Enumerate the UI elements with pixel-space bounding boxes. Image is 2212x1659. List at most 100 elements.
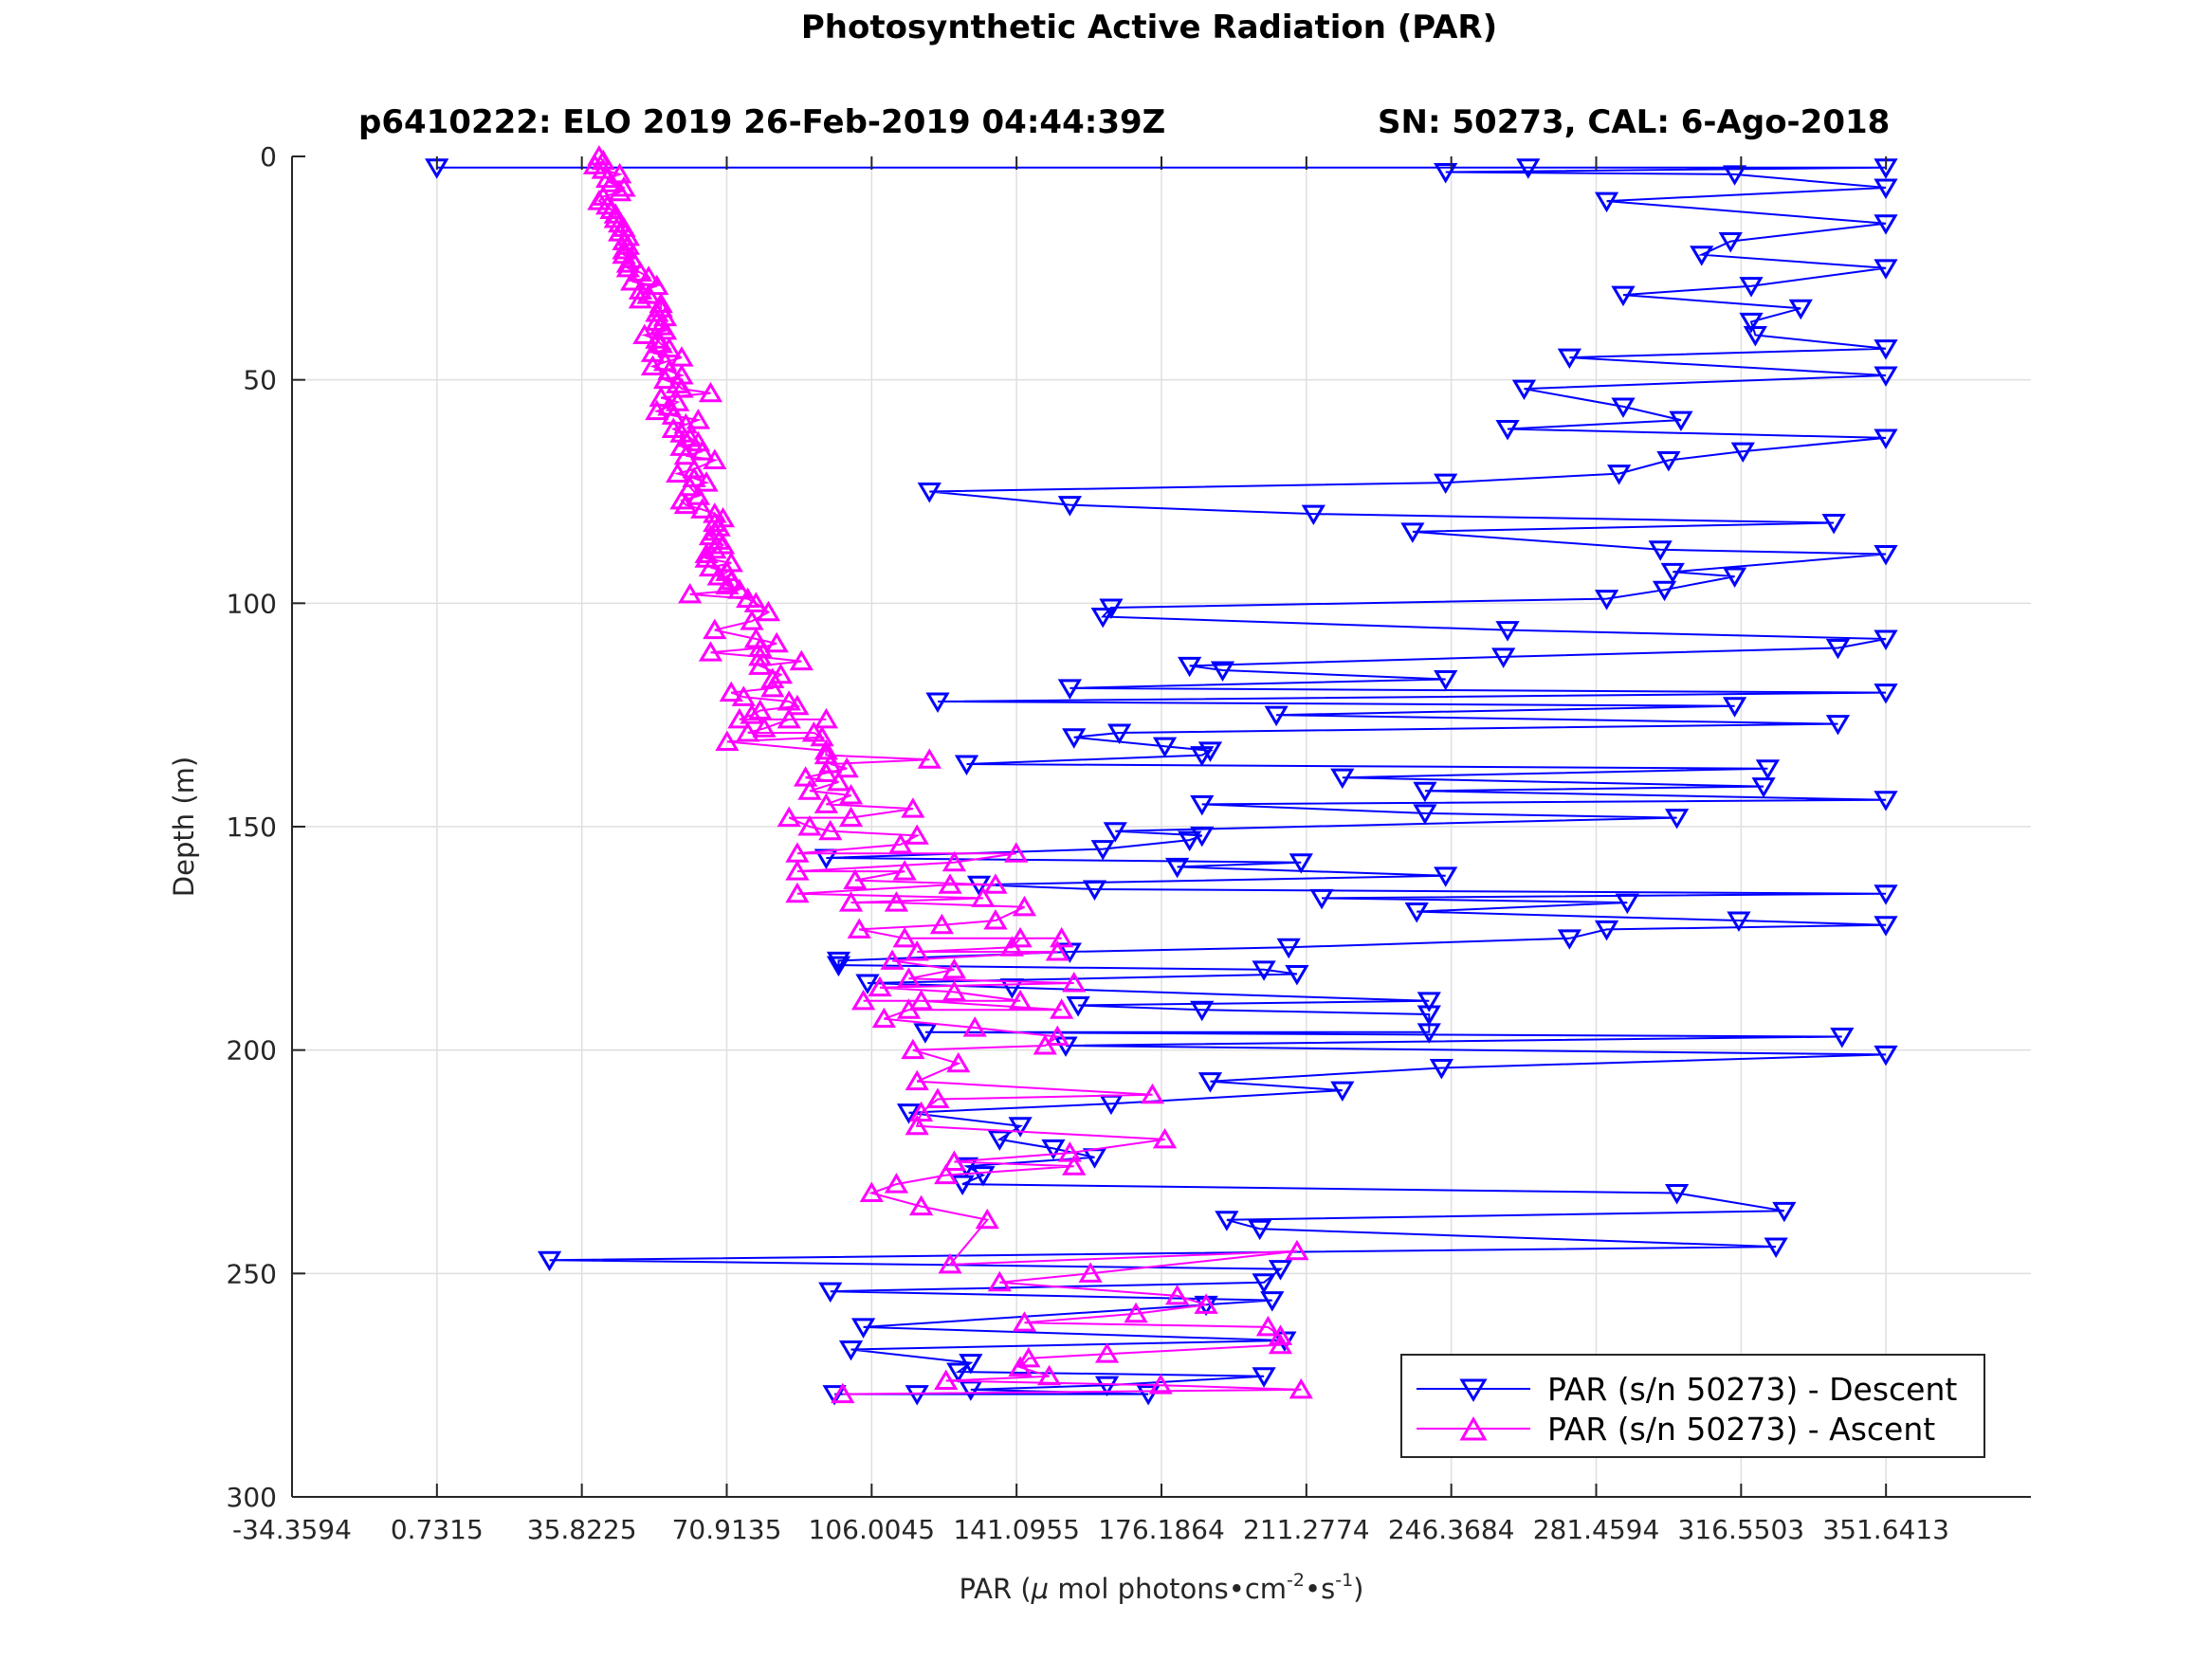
data-point	[669, 488, 694, 510]
data-point	[1434, 866, 1458, 887]
data-point	[987, 1130, 1012, 1151]
data-point	[1152, 1127, 1178, 1149]
data-point	[1045, 1025, 1069, 1047]
data-point	[896, 967, 922, 988]
data-point	[1330, 768, 1355, 790]
x-tick-label: 106.0045	[809, 1514, 936, 1545]
data-point	[703, 618, 727, 640]
data-point	[1417, 992, 1441, 1012]
data-point	[587, 145, 612, 166]
data-point	[1008, 1117, 1033, 1138]
chart-subtitle-right: SN: 50273, CAL: 6-Ago-2018	[1378, 103, 1890, 141]
data-point	[859, 1181, 884, 1202]
data-point	[698, 381, 723, 403]
data-point	[1094, 1342, 1120, 1363]
y-tick-label: 250	[227, 1258, 277, 1289]
data-point	[1611, 397, 1636, 418]
data-point	[1648, 540, 1673, 561]
data-point	[934, 1369, 959, 1390]
data-point	[913, 1023, 938, 1044]
data-point	[764, 631, 789, 653]
x-tick-label: 351.6413	[1822, 1514, 1949, 1545]
data-point	[1417, 1023, 1441, 1044]
data-point	[777, 690, 801, 711]
data-point	[871, 1007, 897, 1029]
data-point	[1495, 621, 1520, 642]
data-point	[1057, 496, 1082, 517]
data-point	[1190, 746, 1215, 767]
data-point	[946, 1051, 971, 1073]
data-point	[1107, 723, 1132, 744]
data-point	[1152, 737, 1178, 758]
data-point	[1136, 1385, 1161, 1406]
data-point	[1825, 715, 1851, 736]
data-point	[905, 1385, 929, 1406]
data-point	[1722, 165, 1747, 186]
data-point	[971, 1166, 996, 1187]
data-point	[1053, 1036, 1078, 1057]
data-point	[1660, 562, 1685, 584]
data-point	[682, 457, 706, 479]
data-point	[743, 628, 768, 648]
data-point	[1050, 926, 1074, 948]
data-point	[785, 860, 810, 881]
data-point	[814, 793, 839, 813]
data-point	[831, 1382, 855, 1404]
data-point	[1197, 1072, 1223, 1093]
x-tick-label: 0.7315	[391, 1514, 484, 1545]
data-point	[1090, 607, 1115, 629]
data-point	[1495, 420, 1520, 441]
data-point	[1045, 940, 1069, 961]
legend-label-ascent: PAR (s/n 50273) - Ascent	[1547, 1411, 1935, 1448]
data-point	[1417, 1005, 1441, 1026]
data-point	[814, 707, 839, 729]
data-point	[1874, 366, 1898, 387]
data-point	[950, 1175, 975, 1196]
data-point	[1652, 580, 1677, 602]
data-point	[1788, 299, 1813, 320]
chart-title: Photosynthetic Active Radiation (PAR)	[801, 9, 1497, 46]
data-point	[1739, 312, 1764, 334]
data-point	[925, 1087, 950, 1109]
data-point	[810, 725, 834, 747]
data-point	[649, 297, 673, 318]
data-point	[1066, 996, 1090, 1017]
data-point	[987, 1270, 1012, 1292]
data-point	[1164, 857, 1190, 879]
data-point	[1062, 728, 1087, 749]
data-point	[884, 891, 909, 912]
data-point	[946, 1362, 971, 1383]
data-point	[1036, 1364, 1062, 1386]
data-point	[789, 649, 814, 671]
data-point	[1008, 926, 1033, 948]
data-point	[941, 980, 967, 1001]
data-point	[1874, 791, 1898, 811]
data-point	[1751, 777, 1776, 798]
data-point	[838, 784, 864, 805]
data-point	[905, 940, 929, 961]
data-point	[1874, 684, 1898, 704]
data-point	[785, 842, 810, 863]
data-point	[1491, 647, 1516, 668]
data-point	[1664, 809, 1690, 830]
data-point	[1594, 191, 1619, 213]
data-point	[1413, 804, 1437, 825]
data-point	[1404, 902, 1429, 923]
data-point	[938, 1252, 962, 1274]
data-point	[1511, 379, 1537, 401]
data-point	[608, 162, 632, 184]
data-point	[678, 426, 703, 447]
data-point	[929, 913, 954, 935]
data-point	[1285, 965, 1309, 986]
data-point	[1821, 513, 1846, 535]
data-point	[905, 1069, 929, 1091]
data-point	[1194, 1293, 1218, 1314]
legend: PAR (s/n 50273) - Descent PAR (s/n 50273…	[1400, 1354, 1985, 1458]
data-point	[719, 551, 743, 573]
data-point	[694, 542, 719, 563]
data-point	[941, 1150, 967, 1171]
data-point	[1664, 1183, 1690, 1205]
data-point	[1690, 246, 1714, 266]
data-point	[1874, 629, 1898, 650]
data-point	[1874, 259, 1898, 280]
